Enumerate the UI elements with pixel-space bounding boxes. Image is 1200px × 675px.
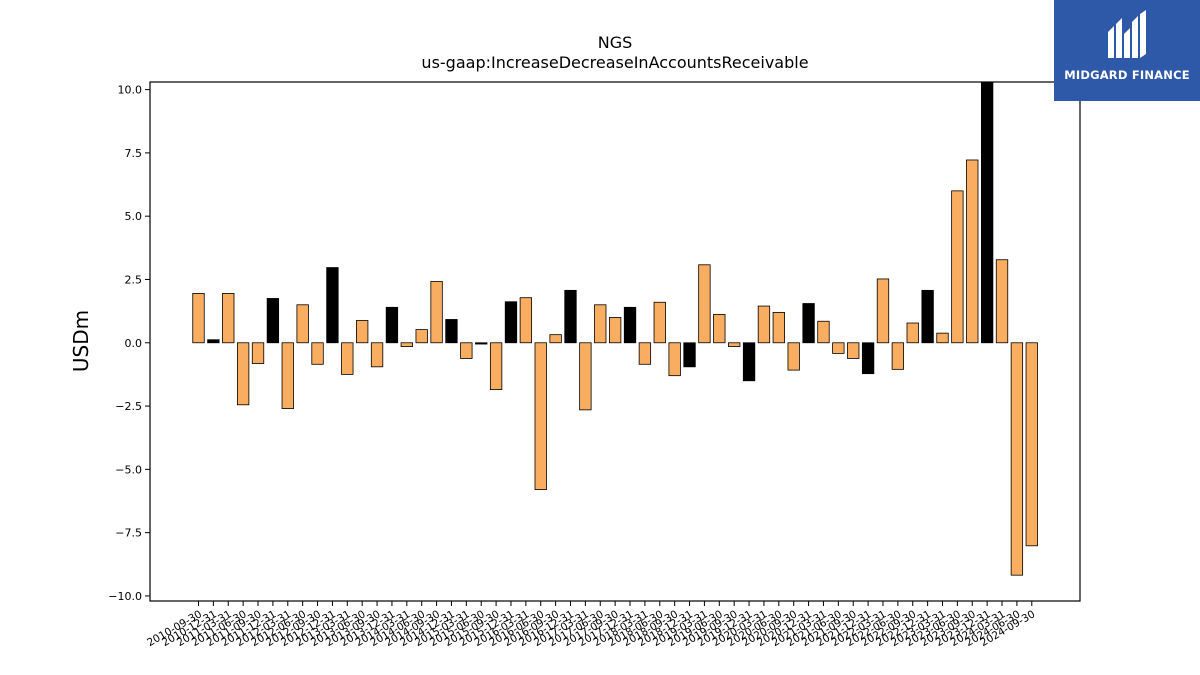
y-tick-label: 0.0: [125, 337, 143, 350]
bar: [891, 342, 905, 370]
bar: [460, 342, 473, 359]
bar: [549, 334, 562, 344]
bar: [638, 342, 652, 365]
bar: [579, 342, 592, 411]
y-tick-label: 5.0: [125, 210, 143, 223]
bar: [802, 303, 815, 344]
bar: [311, 342, 324, 365]
bar: [236, 342, 250, 406]
bar: [564, 289, 577, 344]
bar: [594, 304, 607, 344]
y-tick-label: 7.5: [125, 147, 143, 160]
bar: [430, 281, 443, 344]
bar: [475, 342, 488, 345]
bar: [980, 81, 994, 344]
midgard-logo-icon: [1108, 10, 1146, 58]
bar: [519, 297, 533, 344]
bar: [281, 342, 294, 409]
bar: [787, 342, 800, 371]
bar: [995, 259, 1009, 344]
y-tick-label: −10.0: [108, 590, 142, 603]
bar: [326, 267, 339, 344]
bar: [742, 342, 756, 382]
bar: [832, 342, 845, 354]
bar: [370, 342, 384, 368]
bar: [757, 305, 771, 344]
bar: [921, 289, 934, 344]
bar: [504, 301, 518, 344]
y-tick-label: −7.5: [115, 527, 142, 540]
bar: [415, 329, 428, 344]
bar: [698, 264, 711, 344]
bar: [222, 292, 235, 344]
bar: [1025, 342, 1038, 547]
bar: [623, 306, 637, 344]
bar: [341, 342, 354, 375]
x-axis: 2010-09-302010-12-312011-03-312011-06-30…: [145, 601, 1037, 649]
y-tick-label: −2.5: [115, 400, 142, 413]
bar: [608, 317, 622, 344]
y-tick-label: 10.0: [118, 84, 143, 97]
bar: [1010, 342, 1024, 576]
bar: [266, 298, 280, 344]
bar: [728, 342, 741, 347]
bar: [296, 304, 309, 344]
bar: [817, 320, 830, 344]
bar: [385, 306, 399, 344]
bar: [192, 292, 205, 344]
y-tick-label: 2.5: [125, 273, 143, 286]
brand-logo: MIDGARD FINANCE: [1054, 0, 1200, 101]
brand-name: MIDGARD FINANCE: [1064, 68, 1190, 82]
bar: [683, 342, 696, 368]
bar: [207, 339, 220, 344]
y-tick-label: −5.0: [115, 463, 142, 476]
bar: [847, 342, 860, 359]
bar: [653, 301, 666, 344]
bar: [936, 332, 949, 344]
bar: [861, 342, 875, 375]
bar: [906, 322, 919, 344]
y-axis: 10.0 7.5 5.0 2.5 0.0 −2.5 −5.0 −7.5 −10.0: [108, 84, 150, 603]
bar: [489, 342, 503, 391]
bar: [445, 319, 458, 344]
y-axis-label: USDm: [69, 310, 93, 372]
plot-frame: [149, 81, 1081, 602]
bar: [251, 342, 265, 364]
chart-title: NGS: [598, 33, 633, 52]
bar: [966, 159, 979, 344]
chart-subtitle: us-gaap:IncreaseDecreaseInAccountsReceiv…: [421, 53, 808, 72]
bar: [876, 278, 890, 344]
bar: [713, 314, 726, 344]
bar: [534, 342, 547, 491]
bar: [951, 190, 964, 344]
bar: [400, 342, 413, 347]
bar: [356, 320, 369, 344]
bar: [772, 311, 785, 344]
bar: [668, 342, 681, 377]
bars: [192, 81, 1038, 576]
